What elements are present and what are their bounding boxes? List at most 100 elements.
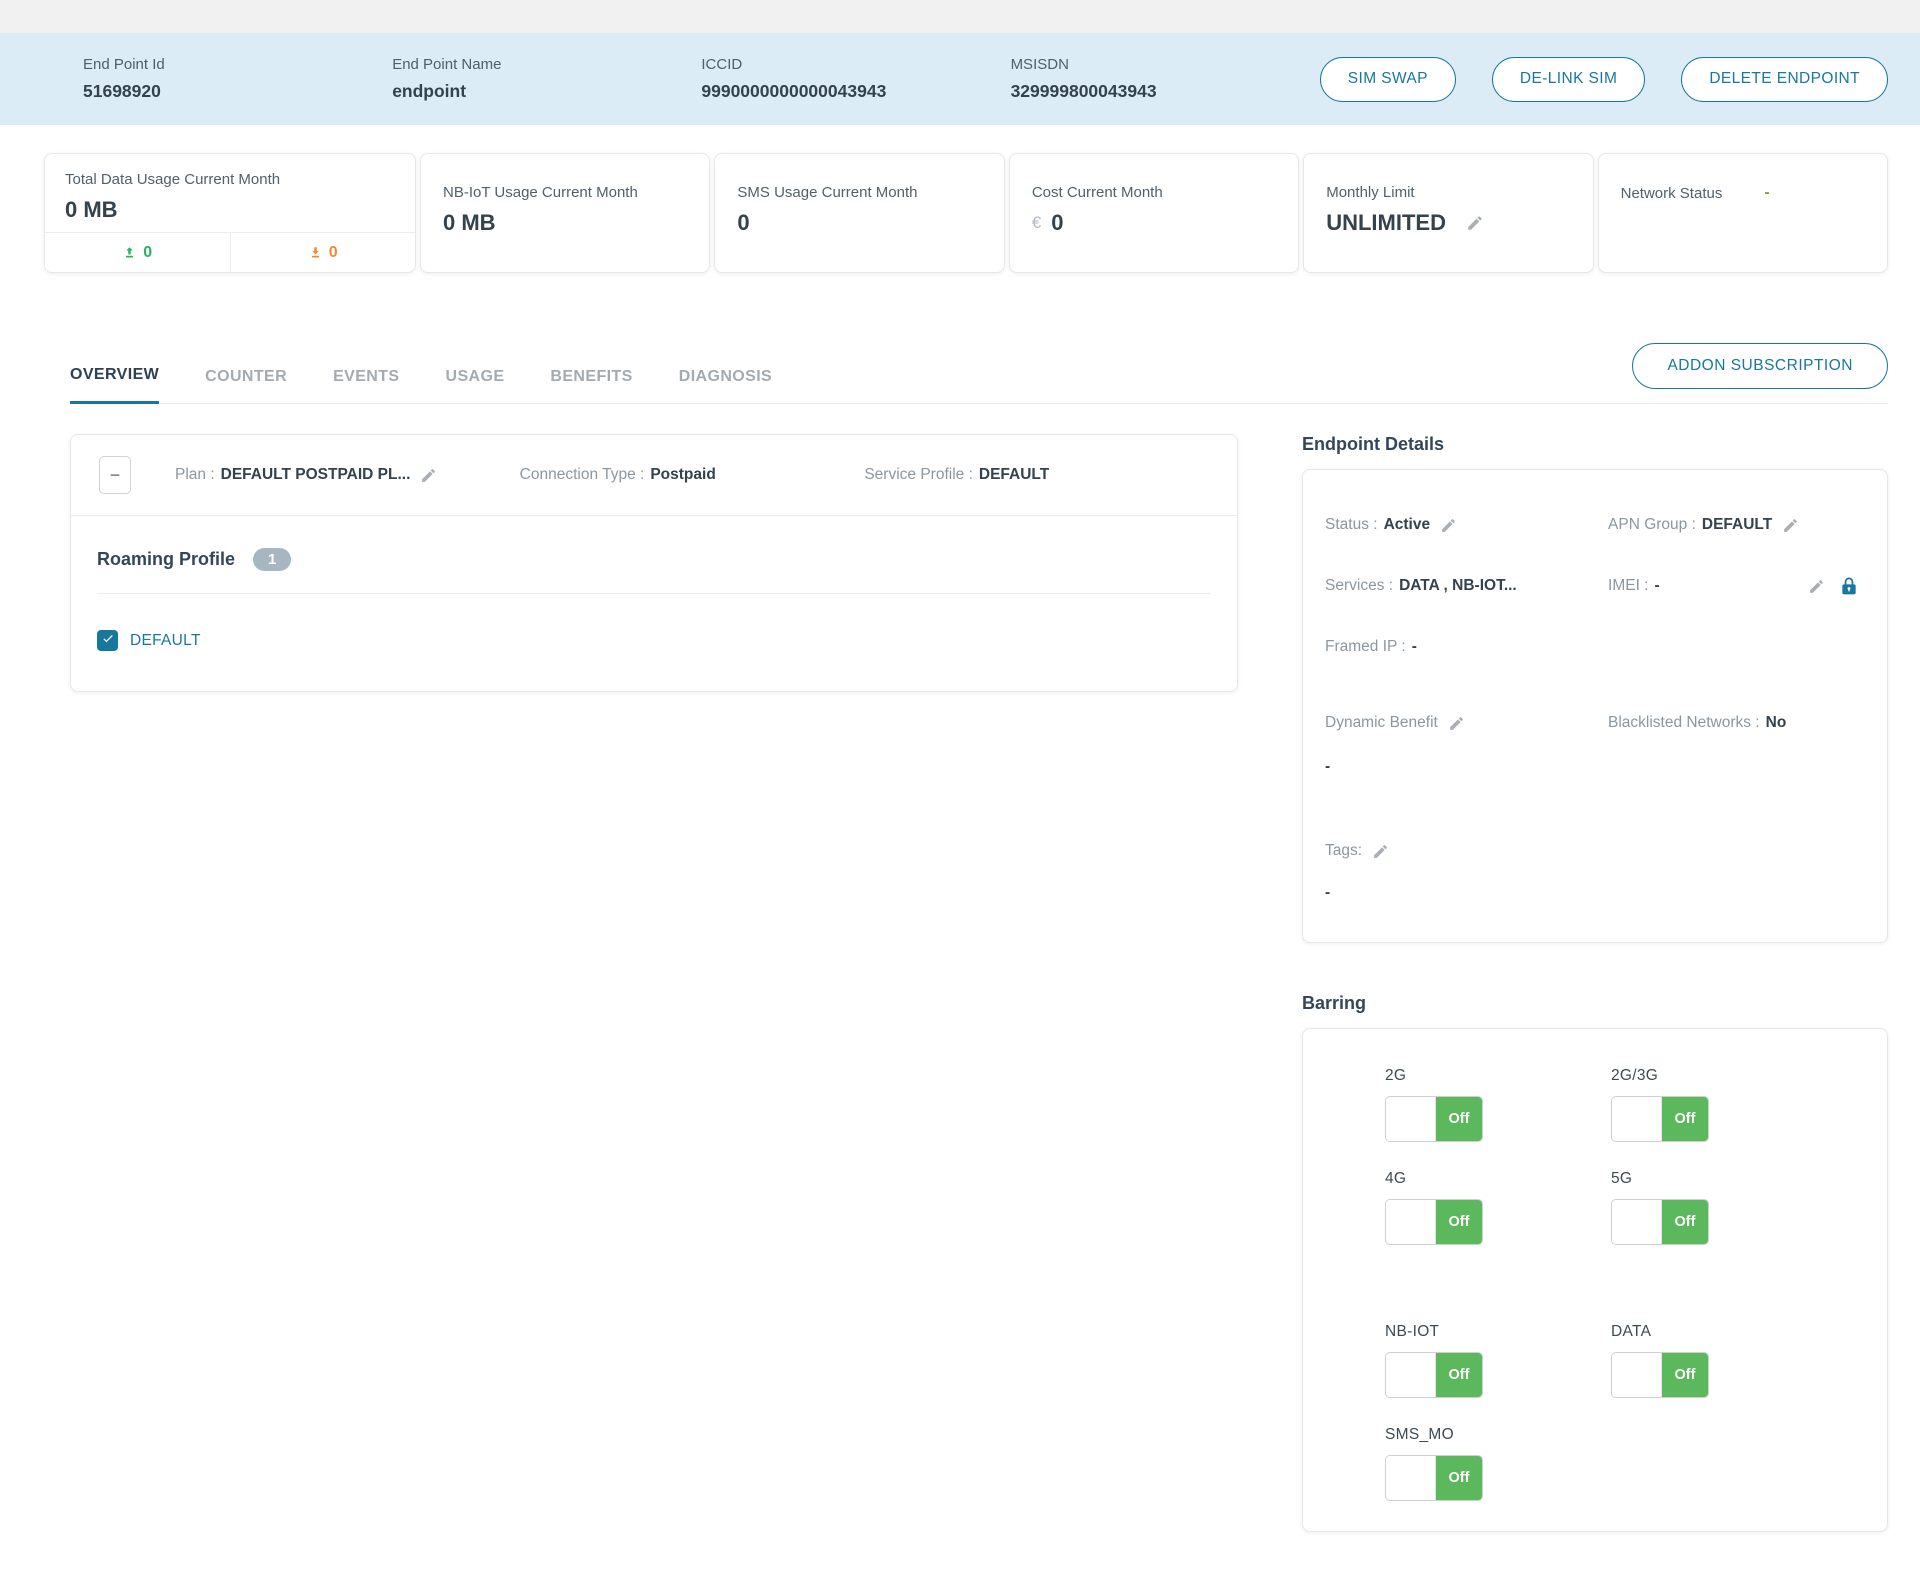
toggle-handle (1386, 1353, 1436, 1397)
barring-toggle-data[interactable]: Off (1611, 1352, 1709, 1398)
imei-value: - (1654, 577, 1660, 594)
endpoint-name-value: endpoint (392, 81, 467, 101)
download-usage: 0 (231, 233, 416, 272)
total-data-usage-value: 0 MB (65, 197, 118, 222)
barring-cell-data: DATA Off (1611, 1323, 1837, 1398)
network-status-card: Network Status - (1597, 153, 1889, 273)
barring-title: Barring (1302, 993, 1367, 1013)
iccid-label: ICCID (701, 56, 743, 73)
tags-label: Tags: (1325, 842, 1363, 859)
framed-ip-label: Framed IP : (1325, 638, 1406, 655)
endpoint-id-field: End Point Id 51698920 (83, 56, 392, 102)
nbiot-usage-card: NB-IoT Usage Current Month 0 MB (420, 153, 711, 273)
imei-label: IMEI : (1608, 577, 1649, 594)
edit-plan-pencil-icon[interactable] (420, 467, 437, 484)
iccid-field: ICCID 9990000000000043943 (701, 56, 1010, 102)
barring-label-5g: 5G (1611, 1170, 1633, 1187)
toggle-handle (1612, 1353, 1662, 1397)
sim-swap-button[interactable]: SIM SWAP (1319, 56, 1456, 102)
edit-imei-pencil-icon[interactable] (1808, 578, 1825, 595)
toggle-handle (1386, 1200, 1436, 1244)
header-actions: SIM SWAP DE-LINK SIM DELETE ENDPOINT (1319, 56, 1889, 102)
barring-cell-5g: 5G Off (1611, 1170, 1837, 1245)
delete-endpoint-button[interactable]: DELETE ENDPOINT (1681, 56, 1889, 102)
edit-status-pencil-icon[interactable] (1440, 517, 1457, 534)
toggle-handle (1386, 1097, 1436, 1141)
edit-monthly-limit-pencil-icon[interactable] (1466, 214, 1484, 232)
endpoint-name-field: End Point Name endpoint (392, 56, 701, 102)
toggle-off-label: Off (1436, 1097, 1482, 1141)
imei-lock-icon[interactable] (1839, 576, 1859, 596)
msisdn-value: 329999800043943 (1010, 81, 1157, 101)
tab-benefits[interactable]: BENEFITS (550, 368, 633, 385)
dynamic-benefit-value: - (1325, 758, 1331, 775)
apn-group-value: DEFAULT (1701, 516, 1773, 533)
toggle-off-label: Off (1436, 1200, 1482, 1244)
msisdn-label: MSISDN (1010, 56, 1069, 73)
euro-icon: € (1031, 213, 1042, 232)
upload-usage: 0 (45, 233, 231, 272)
connection-type-value: Postpaid (650, 466, 716, 483)
delink-sim-button[interactable]: DE-LINK SIM (1491, 56, 1646, 102)
barring-toggle-5g[interactable]: Off (1611, 1199, 1709, 1245)
connection-type-label: Connection Type : (519, 466, 645, 483)
toggle-off-label: Off (1436, 1456, 1482, 1500)
framed-ip-value: - (1411, 638, 1417, 655)
blacklisted-networks-label: Blacklisted Networks : (1608, 714, 1760, 731)
dynamic-benefit-field: Dynamic Benefit (1325, 714, 1608, 732)
tab-counter[interactable]: COUNTER (205, 368, 288, 385)
upload-arrow-icon (122, 245, 137, 260)
status-value: Active (1383, 516, 1431, 533)
barring-toggle-smsmo[interactable]: Off (1385, 1455, 1483, 1501)
barring-label-data: DATA (1611, 1323, 1652, 1340)
tab-diagnosis[interactable]: DIAGNOSIS (678, 368, 773, 385)
service-profile-value: DEFAULT (978, 466, 1050, 483)
monthly-limit-value: UNLIMITED (1326, 210, 1446, 235)
sms-usage-value: 0 (737, 210, 750, 235)
toggle-handle (1612, 1097, 1662, 1141)
nbiot-usage-value: 0 MB (443, 210, 496, 235)
apn-group-label: APN Group : (1608, 516, 1696, 533)
barring-label-nbiot: NB-IOT (1385, 1323, 1440, 1340)
msisdn-field: MSISDN 329999800043943 (1011, 56, 1320, 102)
edit-apn-group-pencil-icon[interactable] (1782, 517, 1799, 534)
tab-overview[interactable]: OVERVIEW (70, 366, 160, 404)
download-usage-value: 0 (328, 243, 338, 261)
iccid-value: 9990000000000043943 (701, 81, 887, 101)
checkmark-icon (101, 631, 115, 650)
plan-value: DEFAULT POSTPAID PL... (220, 466, 411, 483)
services-field: Services : DATA , NB-IOT... (1325, 576, 1608, 596)
roaming-default-checkbox[interactable] (97, 630, 118, 651)
monthly-limit-card: Monthly Limit UNLIMITED (1303, 153, 1594, 273)
upload-usage-value: 0 (143, 243, 153, 261)
barring-cell-2g3g: 2G/3G Off (1611, 1067, 1837, 1142)
endpoint-id-value: 51698920 (83, 81, 161, 101)
barring-toggle-4g[interactable]: Off (1385, 1199, 1483, 1245)
status-field: Status : Active (1325, 516, 1608, 534)
edit-tags-pencil-icon[interactable] (1372, 843, 1389, 860)
tags-value: - (1325, 884, 1331, 901)
services-label: Services : (1325, 577, 1394, 594)
endpoint-details-panel: Status : Active APN Group : DEFAULT Ser (1302, 469, 1888, 943)
cost-value: 0 (1051, 210, 1064, 235)
blacklisted-networks-value: No (1765, 714, 1787, 731)
addon-subscription-button[interactable]: ADDON SUBSCRIPTION (1632, 343, 1888, 389)
toggle-handle (1612, 1200, 1662, 1244)
services-value: DATA , NB-IOT... (1399, 577, 1517, 594)
nbiot-usage-label: NB-IoT Usage Current Month (443, 184, 638, 201)
barring-toggle-2g[interactable]: Off (1385, 1096, 1483, 1142)
collapse-plan-button[interactable]: − (99, 456, 131, 494)
tab-usage[interactable]: USAGE (445, 368, 505, 385)
status-label: Status : (1325, 516, 1378, 533)
total-data-usage-label: Total Data Usage Current Month (65, 171, 281, 188)
plan-card: − Plan : DEFAULT POSTPAID PL... Connecti… (70, 434, 1238, 692)
framed-ip-field: Framed IP : - (1325, 638, 1608, 656)
network-status-value: - (1764, 184, 1770, 201)
tab-events[interactable]: EVENTS (333, 368, 400, 385)
tab-bar: OVERVIEW COUNTER EVENTS USAGE BENEFITS D… (70, 343, 1888, 404)
apn-group-field: APN Group : DEFAULT (1608, 516, 1859, 534)
edit-dynamic-benefit-pencil-icon[interactable] (1448, 715, 1465, 732)
barring-toggle-nbiot[interactable]: Off (1385, 1352, 1483, 1398)
endpoint-identity-bar: End Point Id 51698920 End Point Name end… (0, 33, 1920, 125)
barring-toggle-2g3g[interactable]: Off (1611, 1096, 1709, 1142)
